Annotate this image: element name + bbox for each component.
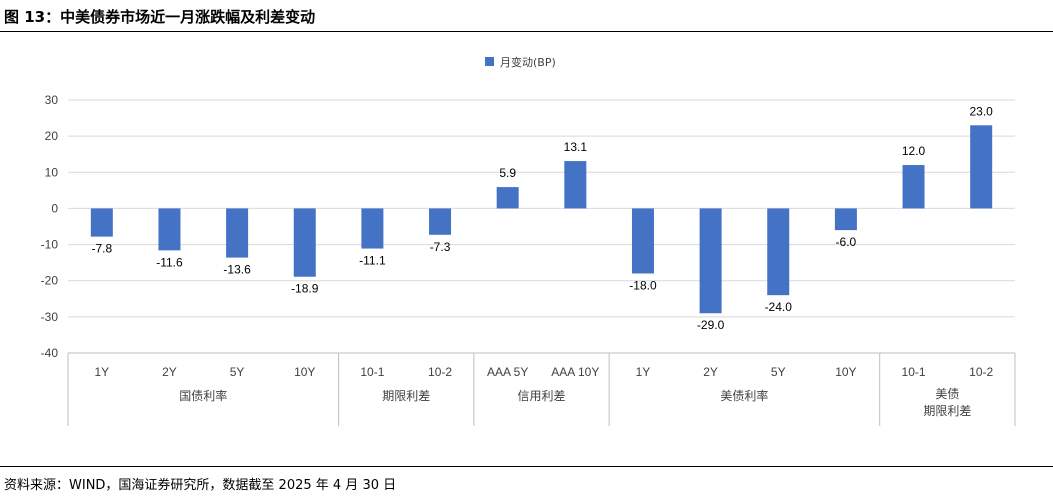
x-group-label: 国债利率 — [179, 388, 227, 403]
data-label: 23.0 — [969, 104, 993, 118]
x-group-label: 美债利率 — [720, 388, 768, 403]
data-label: -6.0 — [836, 235, 857, 249]
data-label: -18.9 — [291, 282, 319, 296]
gridlines — [68, 99, 1015, 354]
data-label: -24.0 — [765, 300, 793, 314]
x-category-label: 1Y — [636, 365, 651, 379]
data-label: 13.1 — [564, 140, 588, 154]
data-label: -7.3 — [430, 240, 451, 254]
bar — [496, 187, 519, 209]
bar — [970, 125, 993, 209]
x-category-label: 5Y — [771, 365, 786, 379]
bar — [90, 208, 113, 237]
legend-swatch — [485, 57, 494, 66]
title-divider — [0, 31, 1053, 32]
bar — [631, 208, 654, 274]
bar — [361, 208, 384, 249]
data-label: -11.6 — [156, 255, 183, 269]
bar-chart: -7.8 -11.6 -13.6 -18.9 -11.1 -7.3 5.9 13.1 -18.0… — [41, 55, 1016, 426]
axes: 30 20 10 0 -10 -20 -30 -40 1Y 2Y 5Y 10Y 10-1 10-2 AAA … — [41, 93, 1016, 426]
data-label: 5.9 — [499, 166, 516, 180]
x-category-label: 10Y — [294, 365, 315, 379]
x-group-label: 期限利差 — [923, 404, 971, 418]
y-tick-label: -40 — [41, 346, 59, 360]
x-group-label: 期限利差 — [382, 389, 430, 403]
data-label: -7.8 — [91, 242, 112, 256]
x-category-label: 10Y — [835, 365, 856, 379]
source-divider — [0, 466, 1053, 467]
x-category-label: 10-2 — [428, 365, 452, 379]
legend: 月变动(BP) — [485, 55, 556, 69]
y-tick-label: 10 — [45, 165, 59, 179]
x-group-label: 信用利差 — [517, 389, 565, 403]
bar — [293, 208, 316, 277]
legend-label: 月变动(BP) — [500, 55, 556, 69]
bar — [158, 208, 181, 251]
y-tick-label: 20 — [45, 129, 59, 143]
bar — [699, 208, 722, 314]
source-note: 资料来源：WIND，国海证券研究所，数据截至 2025 年 4 月 30 日 — [4, 478, 397, 493]
bar — [834, 208, 857, 231]
x-category-label: AAA 5Y — [487, 365, 528, 379]
figure-title: 图 13：中美债券市场近一月涨跌幅及利差变动 — [4, 8, 316, 26]
bars — [90, 125, 993, 314]
x-category-label: 1Y — [94, 365, 109, 379]
bar — [767, 208, 790, 296]
data-label: -29.0 — [697, 318, 725, 332]
bar — [226, 208, 249, 258]
x-category-label: AAA 10Y — [551, 365, 599, 379]
data-label: 12.0 — [902, 144, 926, 158]
x-category-label: 2Y — [703, 365, 718, 379]
bar — [902, 165, 925, 209]
bar — [429, 208, 452, 235]
y-tick-label: -10 — [41, 238, 59, 252]
x-group-label: 美债 — [935, 387, 959, 401]
x-category-label: 2Y — [162, 365, 177, 379]
y-tick-label: 0 — [51, 201, 58, 215]
x-category-label: 10-2 — [969, 365, 993, 379]
y-tick-label: 30 — [45, 93, 59, 107]
x-category-label: 10-1 — [902, 365, 926, 379]
bar — [564, 161, 587, 209]
data-label: -18.0 — [629, 278, 657, 292]
y-tick-label: -30 — [41, 310, 59, 324]
y-tick-label: -20 — [41, 274, 59, 288]
data-label: -13.6 — [223, 263, 251, 277]
x-category-label: 5Y — [230, 365, 245, 379]
x-category-label: 10-1 — [360, 365, 384, 379]
data-label: -11.1 — [359, 254, 386, 268]
data-labels: -7.8 -11.6 -13.6 -18.9 -11.1 -7.3 5.9 13.1 -18.0… — [91, 104, 993, 332]
